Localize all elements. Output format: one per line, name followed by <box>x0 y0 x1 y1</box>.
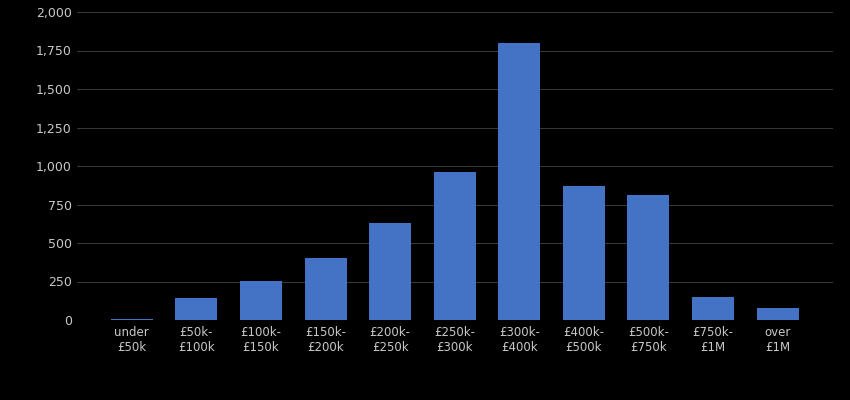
Bar <box>756 308 799 320</box>
Bar <box>434 172 476 320</box>
Bar <box>498 43 541 320</box>
Bar <box>692 297 734 320</box>
Bar <box>369 223 411 320</box>
Bar <box>627 195 670 320</box>
Bar <box>240 281 282 320</box>
Bar <box>304 258 347 320</box>
Bar <box>110 319 153 320</box>
Bar <box>563 186 605 320</box>
Bar <box>175 298 218 320</box>
